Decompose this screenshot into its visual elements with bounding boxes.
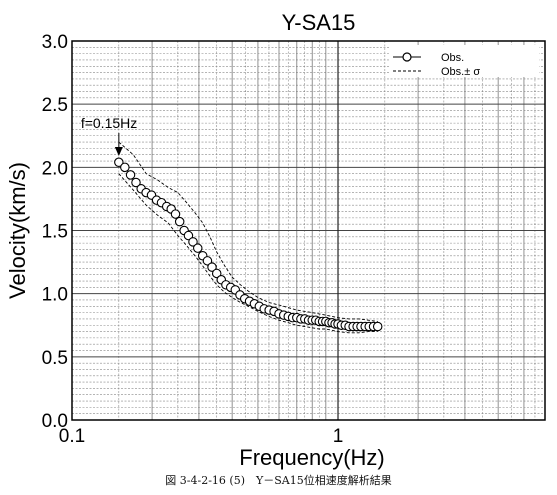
y-axis-label: Velocity(km/s) bbox=[5, 162, 30, 299]
obs-point bbox=[211, 268, 222, 279]
y-tick-label: 1.5 bbox=[42, 222, 68, 243]
x-tick-label: 0.1 bbox=[59, 426, 85, 447]
obs-point bbox=[372, 321, 383, 332]
y-tick-label: 0.5 bbox=[42, 348, 68, 369]
obs-point bbox=[207, 262, 217, 272]
sigma-band bbox=[118, 141, 378, 334]
obs-points bbox=[114, 157, 383, 332]
obs-point bbox=[193, 243, 203, 253]
legend-obs-marker bbox=[402, 52, 412, 62]
y-axis-ticks: 0.0 0.5 1.0 1.5 2.0 2.5 3.0 bbox=[42, 32, 68, 432]
obs-point bbox=[202, 256, 213, 266]
y-tick-label: 3.0 bbox=[42, 32, 68, 53]
obs-point bbox=[125, 170, 136, 180]
x-axis-label: Frequency(Hz) bbox=[239, 445, 384, 470]
frequency-annotation: f=0.15Hz bbox=[81, 115, 137, 131]
annotation-group: f=0.15Hz bbox=[81, 115, 137, 157]
y-tick-label: 2.0 bbox=[42, 158, 68, 179]
obs-point bbox=[170, 209, 181, 219]
y-tick-label: 0.0 bbox=[42, 411, 68, 432]
chart-title: Y-SA15 bbox=[282, 10, 356, 35]
sigma-upper-line bbox=[118, 141, 378, 322]
legend: Obs. Obs.± σ bbox=[389, 45, 539, 78]
figure-caption: 図 3-4-2-16 (5) Y－SA15位相速度解析結果 bbox=[165, 474, 392, 487]
legend-obs-label: Obs. bbox=[441, 52, 464, 64]
plot-frame bbox=[71, 40, 546, 421]
obs-point bbox=[114, 157, 124, 168]
annotation-arrow-head bbox=[114, 147, 123, 157]
obs-point bbox=[120, 162, 130, 173]
obs-point bbox=[174, 216, 185, 227]
sigma-lower-line bbox=[118, 173, 378, 334]
obs-point bbox=[188, 237, 198, 247]
x-axis-ticks: 0.1 1 bbox=[59, 426, 344, 447]
obs-point bbox=[183, 230, 194, 241]
x-tick-label: 1 bbox=[333, 426, 344, 447]
obs-point bbox=[131, 177, 141, 188]
legend-box bbox=[389, 45, 539, 77]
legend-sigma-label: Obs.± σ bbox=[441, 66, 480, 78]
y-tick-label: 1.0 bbox=[42, 285, 68, 306]
y-tick-label: 2.5 bbox=[42, 95, 68, 116]
